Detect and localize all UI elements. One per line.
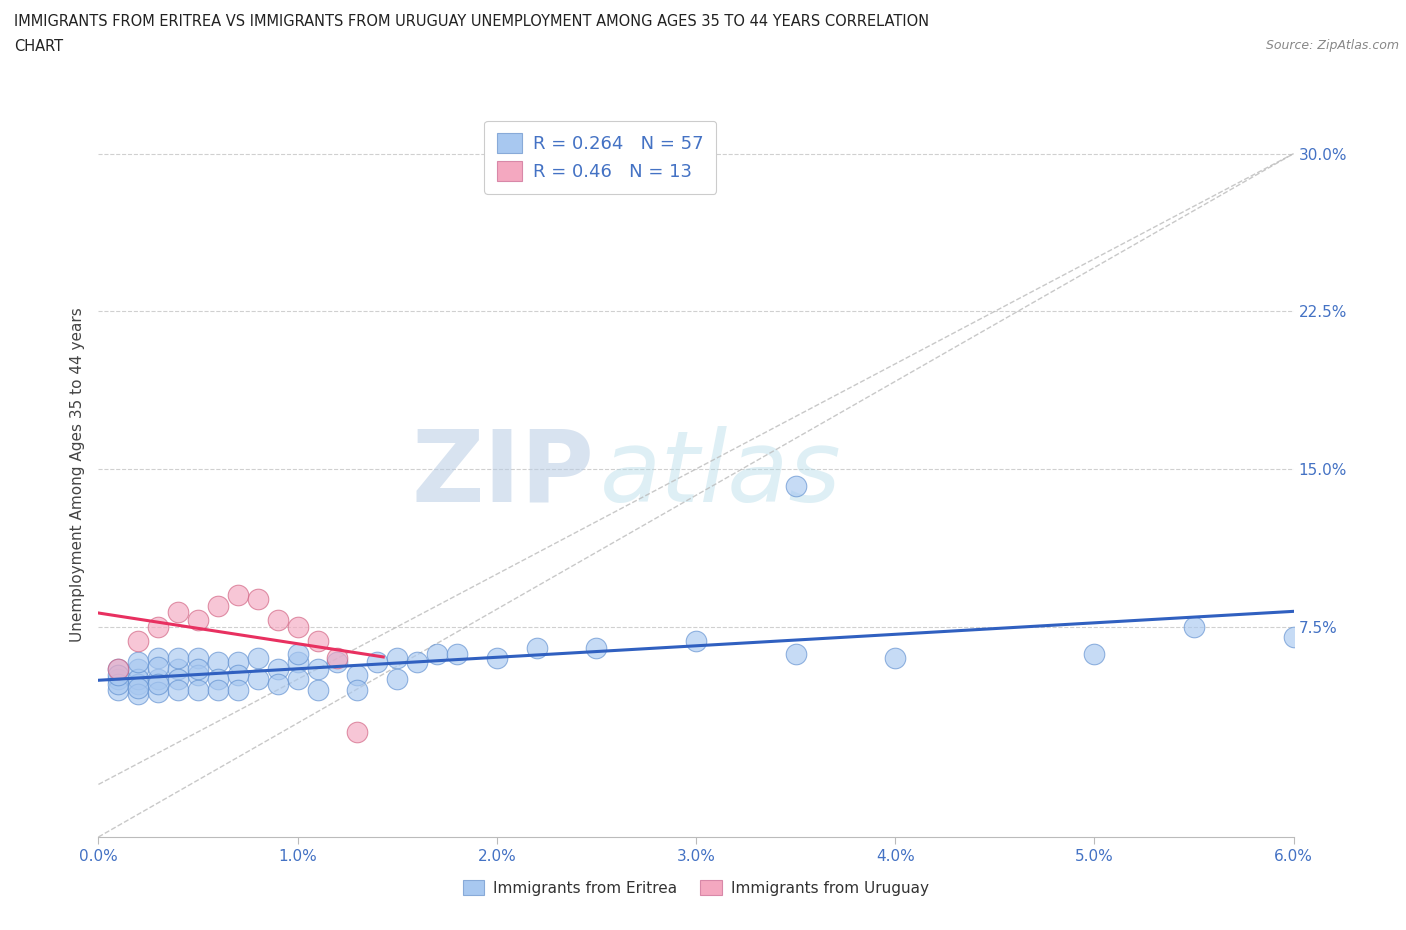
- Point: [187, 668, 209, 683]
- Point: [226, 655, 249, 670]
- Point: [187, 661, 209, 676]
- Point: [167, 651, 190, 666]
- Point: [267, 661, 290, 676]
- Point: [148, 651, 170, 666]
- Point: [1282, 630, 1305, 644]
- Point: [148, 659, 170, 674]
- Point: [226, 668, 249, 683]
- Point: [167, 604, 190, 619]
- Point: [207, 655, 229, 670]
- Point: [346, 683, 368, 698]
- Point: [366, 655, 388, 670]
- Point: [207, 598, 229, 613]
- Y-axis label: Unemployment Among Ages 35 to 44 years: Unemployment Among Ages 35 to 44 years: [69, 307, 84, 642]
- Point: [246, 651, 269, 666]
- Point: [287, 646, 309, 661]
- Point: [884, 651, 907, 666]
- Point: [107, 676, 129, 691]
- Point: [585, 641, 607, 656]
- Point: [346, 668, 368, 683]
- Point: [485, 651, 508, 666]
- Point: [1083, 646, 1105, 661]
- Point: [148, 671, 170, 686]
- Point: [385, 651, 409, 666]
- Point: [346, 724, 368, 739]
- Point: [287, 655, 309, 670]
- Point: [127, 634, 149, 649]
- Point: [187, 651, 209, 666]
- Point: [326, 655, 349, 670]
- Point: [446, 646, 468, 661]
- Point: [187, 683, 209, 698]
- Point: [526, 641, 548, 656]
- Point: [426, 646, 449, 661]
- Point: [107, 683, 129, 698]
- Point: [127, 676, 149, 691]
- Point: [226, 683, 249, 698]
- Point: [107, 661, 129, 676]
- Point: [287, 619, 309, 634]
- Point: [1182, 619, 1205, 634]
- Point: [207, 671, 229, 686]
- Point: [287, 671, 309, 686]
- Point: [207, 683, 229, 698]
- Point: [148, 676, 170, 691]
- Point: [148, 684, 170, 699]
- Point: [127, 686, 149, 701]
- Point: [785, 646, 807, 661]
- Legend: Immigrants from Eritrea, Immigrants from Uruguay: Immigrants from Eritrea, Immigrants from…: [457, 873, 935, 902]
- Point: [187, 613, 209, 628]
- Point: [307, 661, 329, 676]
- Point: [785, 478, 807, 493]
- Point: [307, 634, 329, 649]
- Point: [385, 671, 409, 686]
- Text: ZIP: ZIP: [412, 426, 595, 523]
- Point: [685, 634, 707, 649]
- Point: [127, 661, 149, 676]
- Point: [127, 680, 149, 695]
- Point: [246, 671, 269, 686]
- Point: [107, 671, 129, 686]
- Text: CHART: CHART: [14, 39, 63, 54]
- Point: [267, 613, 290, 628]
- Point: [107, 661, 129, 676]
- Point: [307, 683, 329, 698]
- Point: [167, 671, 190, 686]
- Text: atlas: atlas: [600, 426, 842, 523]
- Point: [107, 668, 129, 683]
- Text: IMMIGRANTS FROM ERITREA VS IMMIGRANTS FROM URUGUAY UNEMPLOYMENT AMONG AGES 35 TO: IMMIGRANTS FROM ERITREA VS IMMIGRANTS FR…: [14, 14, 929, 29]
- Point: [226, 588, 249, 603]
- Point: [167, 661, 190, 676]
- Text: Source: ZipAtlas.com: Source: ZipAtlas.com: [1265, 39, 1399, 52]
- Point: [127, 671, 149, 686]
- Point: [267, 676, 290, 691]
- Point: [127, 655, 149, 670]
- Point: [167, 683, 190, 698]
- Point: [148, 619, 170, 634]
- Point: [406, 655, 429, 670]
- Point: [326, 651, 349, 666]
- Point: [246, 592, 269, 607]
